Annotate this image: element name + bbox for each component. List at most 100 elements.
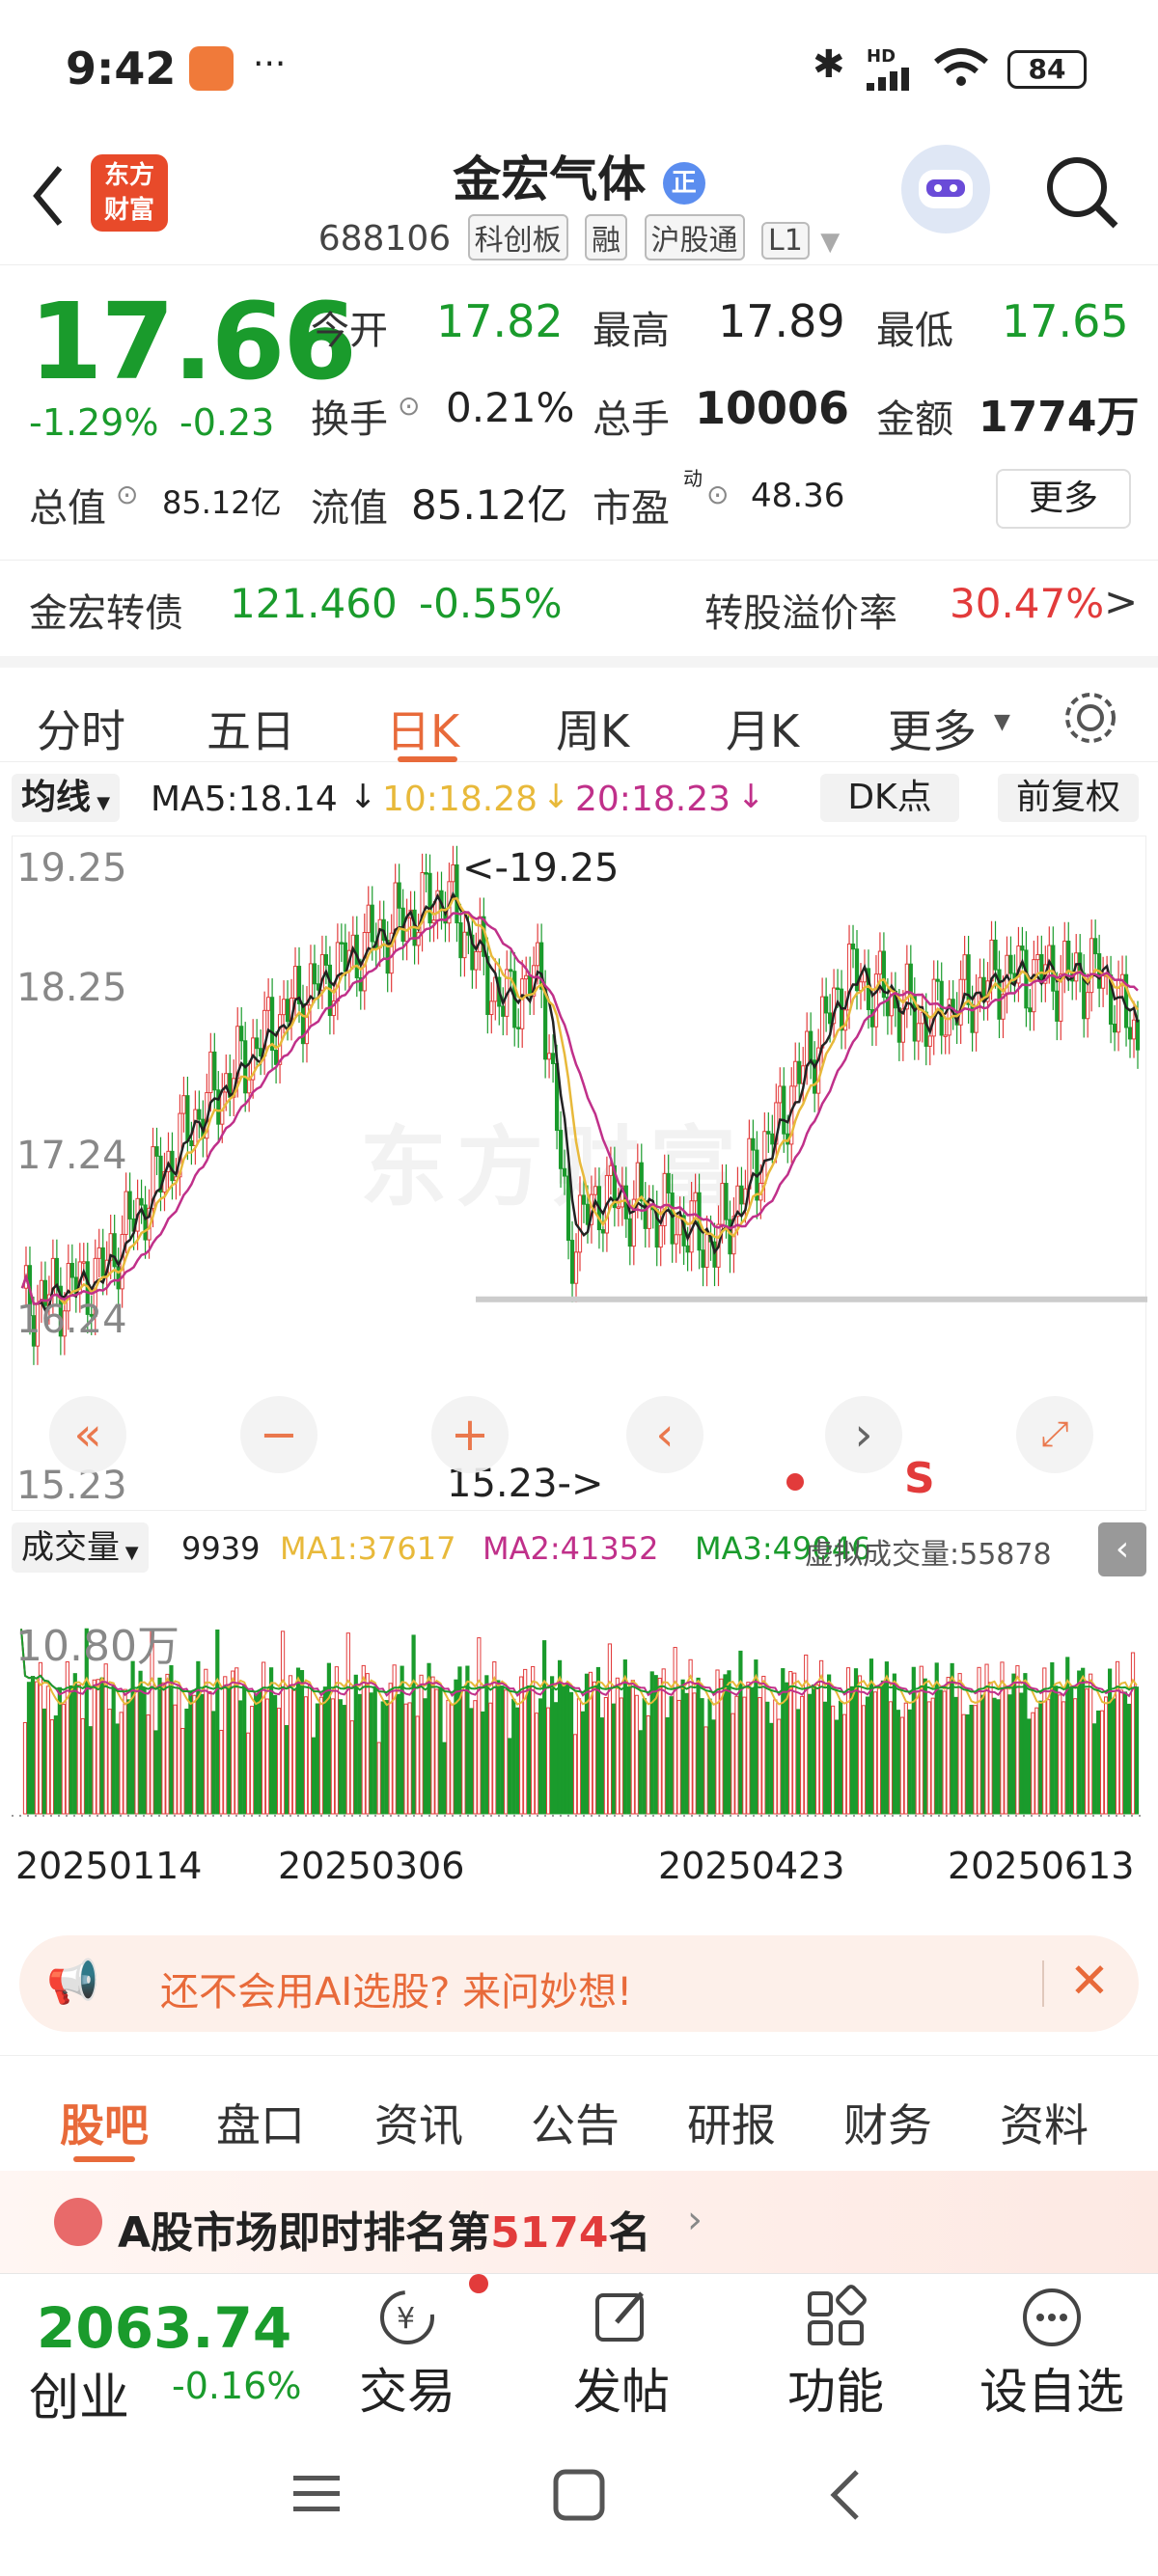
candle-body bbox=[966, 954, 971, 1005]
volume-bar bbox=[438, 1687, 443, 1815]
volume-bar bbox=[758, 1697, 762, 1815]
volume-bar bbox=[400, 1665, 404, 1815]
bottom-nav: 2063.74 创业 -0.16% ¥ 交易 发帖 功能 设自选 bbox=[0, 2273, 1158, 2427]
volume-bar bbox=[785, 1682, 789, 1815]
bond-row[interactable]: 金宏转债 121.460 -0.55% 转股溢价率 30.47% > bbox=[0, 560, 1158, 646]
minus-icon: − bbox=[259, 1408, 299, 1462]
volume-bar bbox=[557, 1659, 563, 1815]
candle-body bbox=[524, 974, 529, 980]
candle-body bbox=[701, 1249, 705, 1268]
volume-bar bbox=[103, 1663, 108, 1815]
more-button[interactable]: 更多 bbox=[996, 469, 1131, 529]
zoom-in-button[interactable]: + bbox=[431, 1396, 509, 1473]
wifi-icon bbox=[932, 46, 990, 93]
index-ticker[interactable]: 2063.74 创业 -0.16% bbox=[0, 2274, 333, 2427]
volume-bar bbox=[738, 1650, 743, 1815]
candle-body bbox=[100, 1247, 105, 1277]
prev-button[interactable]: ‹ bbox=[626, 1396, 703, 1473]
close-icon[interactable]: ✕ bbox=[1069, 1953, 1110, 2009]
tab-orderbook[interactable]: 盘口 bbox=[216, 2099, 305, 2151]
volume-bar bbox=[688, 1658, 693, 1815]
info-icon[interactable]: ⊙ bbox=[398, 390, 421, 422]
rank-row[interactable]: A股市场即时排名第5174名 › bbox=[0, 2171, 1158, 2273]
candle-body bbox=[431, 919, 436, 924]
tab-profile[interactable]: 资料 bbox=[1000, 2099, 1089, 2151]
back-nav-icon[interactable] bbox=[818, 2464, 876, 2530]
ma10-value: 10:18.28 bbox=[382, 780, 538, 819]
candle-body bbox=[1112, 1024, 1117, 1033]
search-button[interactable] bbox=[1042, 152, 1123, 237]
vol-ma1: MA1:37617 bbox=[280, 1530, 456, 1567]
adjust-button[interactable]: 前复权 bbox=[998, 774, 1139, 822]
tab-monthly-k[interactable]: 月K bbox=[726, 705, 800, 757]
volume-bar bbox=[504, 1689, 509, 1815]
info-icon[interactable]: ⊙ bbox=[116, 479, 139, 510]
index-change: -0.16% bbox=[172, 2365, 302, 2407]
home-icon[interactable] bbox=[548, 2464, 610, 2530]
volume-bar bbox=[1104, 1696, 1109, 1815]
nav-post[interactable]: 发帖 bbox=[525, 2284, 718, 2423]
candle-body bbox=[809, 1030, 813, 1061]
back-button[interactable] bbox=[29, 162, 68, 233]
axis-label-5: 15.23 bbox=[16, 1464, 127, 1508]
candle-body bbox=[501, 1005, 506, 1017]
ma20-value: 20:18.23 bbox=[575, 780, 731, 819]
tab-daily-k[interactable]: 日K bbox=[386, 705, 460, 757]
collapse-button[interactable]: ‹ bbox=[1098, 1522, 1146, 1576]
tab-news[interactable]: 资讯 bbox=[374, 2099, 463, 2151]
volume-bar bbox=[977, 1666, 981, 1815]
info-icon[interactable]: ⊙ bbox=[706, 479, 730, 510]
fast-rewind-button[interactable]: « bbox=[49, 1396, 126, 1473]
stock-code-row[interactable]: 688106 科创板 融 沪股通 L1 ▼ bbox=[0, 214, 1158, 260]
volume-bar bbox=[992, 1697, 997, 1815]
tab-financials[interactable]: 财务 bbox=[843, 2099, 932, 2151]
fullscreen-button[interactable]: ⤢ bbox=[1016, 1396, 1093, 1473]
candle-body bbox=[292, 966, 298, 1000]
candle-body bbox=[81, 1261, 86, 1264]
price-chart[interactable]: 东方财富 19.25 18.25 17.24 16.24 15.23 <-19.… bbox=[12, 836, 1147, 1511]
volume-bar bbox=[1122, 1691, 1128, 1815]
nav-watchlist[interactable]: 设自选 bbox=[955, 2284, 1148, 2423]
tab-intraday[interactable]: 分时 bbox=[37, 705, 125, 757]
nav-functions[interactable]: 功能 bbox=[739, 2284, 932, 2423]
next-button[interactable]: › bbox=[825, 1396, 902, 1473]
menu-icon[interactable] bbox=[288, 2464, 345, 2526]
volume-bar bbox=[269, 1667, 274, 1815]
dk-button[interactable]: DK点 bbox=[820, 774, 959, 822]
bond-name: 金宏转债 bbox=[29, 591, 183, 636]
volume-bar bbox=[853, 1668, 859, 1815]
tab-more[interactable]: 更多 bbox=[888, 705, 977, 757]
candle-body bbox=[370, 904, 374, 943]
candle-body bbox=[66, 1262, 70, 1312]
tab-weekly-k[interactable]: 周K bbox=[556, 705, 630, 757]
candle-body bbox=[782, 1085, 786, 1135]
ai-assistant-avatar[interactable] bbox=[901, 145, 990, 233]
tab-five-day[interactable]: 五日 bbox=[207, 705, 295, 757]
zoom-out-button[interactable]: − bbox=[240, 1396, 317, 1473]
candle-body bbox=[850, 943, 856, 950]
tab-announcements[interactable]: 公告 bbox=[531, 2099, 620, 2151]
tab-forum[interactable]: 股吧 bbox=[60, 2099, 149, 2151]
ma-selector[interactable]: 均线 ▼ bbox=[12, 774, 121, 822]
nav-trade[interactable]: ¥ 交易 bbox=[311, 2284, 504, 2423]
volume-bar bbox=[565, 1682, 570, 1815]
volume-bar bbox=[161, 1682, 166, 1815]
volume-bar bbox=[1092, 1723, 1097, 1815]
ai-banner[interactable]: 📢 还不会用AI选股? 来问妙想! ✕ bbox=[19, 1935, 1139, 2032]
expand-icon: ⤢ bbox=[1040, 1414, 1069, 1454]
candle-body bbox=[1127, 1027, 1133, 1040]
volume-bar bbox=[812, 1684, 816, 1815]
tab-research[interactable]: 研报 bbox=[687, 2099, 776, 2151]
volume-bar bbox=[1046, 1699, 1051, 1815]
volume-bar bbox=[680, 1679, 685, 1815]
volume-bar bbox=[969, 1704, 974, 1815]
volume-bar bbox=[481, 1711, 485, 1815]
chart-settings-button[interactable] bbox=[1060, 687, 1121, 753]
volume-bar bbox=[754, 1659, 758, 1815]
volume-bar bbox=[592, 1681, 597, 1815]
indicator-selector[interactable]: 成交量 ▼ bbox=[12, 1522, 149, 1573]
candle-body bbox=[393, 882, 398, 934]
pe-label: 市盈 bbox=[593, 486, 670, 531]
volume-chart[interactable]: 10.80万 20250114 20250306 20250423 202506… bbox=[12, 1582, 1146, 1910]
brand-logo[interactable]: 东方 财富 bbox=[91, 154, 168, 232]
